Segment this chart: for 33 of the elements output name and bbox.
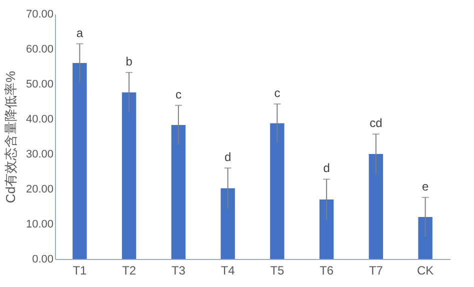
annotation: cd [370, 116, 382, 130]
bar [220, 188, 235, 259]
x-tick-label: T3 [171, 264, 186, 278]
annotation: c [274, 86, 280, 100]
x-tick-label: CK [416, 264, 434, 278]
y-tick-label: 30.00 [26, 148, 54, 160]
annotation: b [126, 54, 133, 68]
bar [270, 123, 284, 259]
bar [319, 200, 334, 259]
x-tick-label: T2 [122, 264, 136, 278]
y-tick-label: 60.00 [26, 44, 54, 56]
y-axis-title: Cd有效态含量降低率% [2, 70, 18, 204]
annotation: a [76, 26, 84, 40]
bar [418, 217, 432, 259]
bar [368, 154, 384, 259]
y-tick-label: 10.00 [26, 218, 54, 230]
x-tick-label: T1 [72, 264, 88, 278]
annotation: d [224, 150, 232, 164]
bar [72, 63, 87, 259]
bar [122, 92, 136, 259]
annotation: c [175, 87, 182, 102]
y-tick-label: 20.00 [26, 184, 54, 196]
y-tick-label: 0.00 [32, 254, 54, 266]
bar [171, 124, 186, 259]
x-tick-label: T4 [220, 264, 236, 278]
x-tick-label: T7 [368, 264, 384, 278]
y-tick-label: 70.00 [26, 8, 54, 20]
y-tick-label: 40.00 [26, 114, 54, 126]
annotation: d [323, 161, 330, 176]
annotation: e [422, 179, 429, 194]
x-tick-label: T6 [320, 264, 334, 278]
y-tick-label: 50.00 [26, 78, 54, 90]
x-tick-label: T5 [270, 264, 285, 278]
